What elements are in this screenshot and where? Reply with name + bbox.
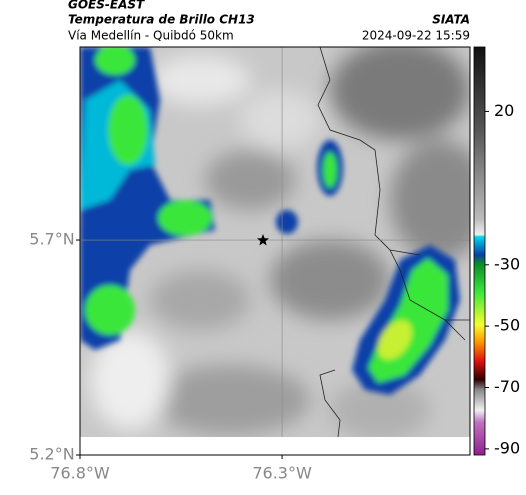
datetime: 2024-09-22 15:59 (362, 29, 470, 43)
x-tick-label: 76.3°W (252, 464, 312, 483)
colorbar (473, 46, 486, 456)
y-tick-label: 5.2°N (29, 445, 74, 464)
map-frame (79, 46, 471, 456)
colorbar-tick-label: -90 (494, 438, 520, 457)
grid (80, 47, 470, 437)
source: SIATA (432, 13, 470, 27)
y-tick-label: 5.7°N (29, 230, 74, 249)
colorbar-tick-label: -30 (494, 254, 520, 273)
colorbar-tick-label: -70 (494, 377, 520, 396)
colorbar-tick-label: -50 (494, 316, 520, 335)
x-tick-label: 76.8°W (50, 464, 110, 483)
ticks: 76.8°W 76.3°W 5.7°N 5.2°N 20 -30 -50 -70 -90 (29, 101, 520, 483)
header: GOES-EAST Temperatura de Brillo CH13 Vía… (68, 0, 470, 43)
location-marker (257, 234, 269, 246)
title: Temperatura de Brillo CH13 (68, 13, 255, 27)
product: GOES-EAST (68, 0, 145, 12)
satellite-image (80, 47, 470, 437)
map-margin (80, 437, 470, 455)
colorbar-tick-label: 20 (494, 101, 514, 120)
subtitle: Vía Medellín - Quibdó 50km (68, 29, 234, 43)
